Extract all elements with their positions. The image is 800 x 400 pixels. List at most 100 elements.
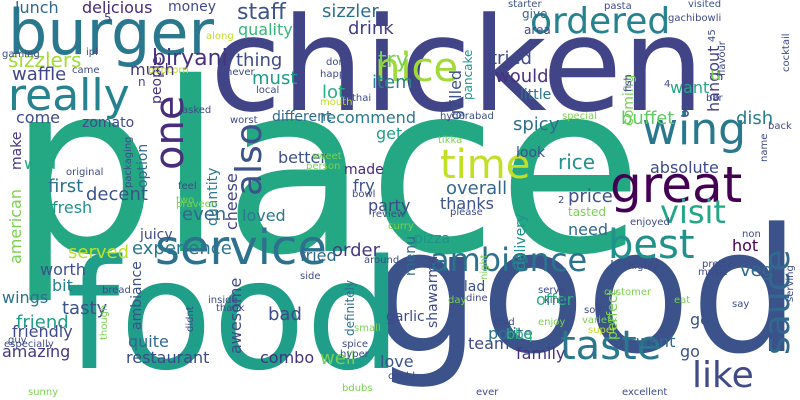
- word-come: come: [16, 108, 61, 127]
- word-fried: fried: [300, 246, 337, 265]
- word-bdubs: bdubs: [342, 383, 373, 394]
- word-please: please: [450, 207, 483, 218]
- word-didnt: didnt: [185, 306, 196, 332]
- word-name: name: [759, 133, 770, 162]
- word-amazing: amazing: [2, 342, 71, 361]
- word-guy: guy: [8, 335, 27, 346]
- word-ordered: ordered: [530, 1, 671, 42]
- word-cocktail: cocktail: [781, 33, 792, 72]
- word-side: side: [300, 271, 321, 282]
- word-came: came: [72, 65, 100, 76]
- word-sizzlers: sizzlers: [8, 48, 82, 72]
- word-well: well: [320, 348, 356, 369]
- word-nice: nice: [375, 45, 459, 91]
- word-two: two: [176, 195, 195, 206]
- word-party: party: [368, 196, 411, 215]
- word-chicken: chicken: [210, 0, 705, 141]
- word-went: went: [636, 332, 676, 351]
- word-praveen: praveen: [176, 199, 218, 210]
- word-first: first: [48, 176, 84, 197]
- word-highly: highly: [628, 261, 659, 272]
- word-original: original: [66, 167, 104, 178]
- word-juicy: juicy: [140, 227, 173, 243]
- word-people: people: [149, 56, 165, 104]
- word-friendly: friendly: [12, 322, 73, 341]
- word-tried: tried: [490, 48, 532, 69]
- word-make: make: [9, 131, 25, 170]
- word-little: little: [520, 87, 552, 103]
- word-especially: especially: [4, 339, 54, 350]
- word-back: back: [768, 121, 792, 132]
- word-ambiance: ambiance: [129, 261, 145, 330]
- word-pancake: pancake: [461, 49, 475, 100]
- word-awesome: awesome: [226, 277, 245, 354]
- word-mouth: mouth: [320, 97, 353, 108]
- word-place: place: [8, 32, 643, 307]
- word-zomato: zomato: [82, 115, 135, 131]
- word-good: good: [371, 191, 800, 392]
- word-feel: feel: [178, 181, 197, 192]
- word-worst: worst: [230, 115, 258, 126]
- word-team: team: [468, 334, 510, 353]
- word-garlic: garlic: [386, 309, 425, 325]
- word-menu: menu: [403, 236, 419, 276]
- word-review: review: [372, 209, 406, 220]
- word-gaming: gaming: [2, 49, 40, 60]
- word-wild: wild: [24, 154, 57, 173]
- word-must: must: [252, 68, 298, 89]
- word-taste: taste: [560, 323, 662, 369]
- word-gachibowli: gachibowli: [668, 13, 722, 24]
- word-ipl: ipl: [86, 47, 98, 58]
- word-worth: worth: [40, 260, 86, 279]
- word-like: like: [692, 355, 754, 396]
- word-popcorn: popcorn: [148, 65, 189, 76]
- word-best: best: [608, 222, 695, 268]
- word-friend: friend: [16, 312, 69, 333]
- word-waffle: waffle: [12, 64, 67, 85]
- word-serve: serve: [538, 285, 566, 296]
- word-offer: offer: [536, 290, 574, 309]
- word-bbq: bbq: [506, 327, 533, 343]
- word-dine: dine: [466, 293, 488, 304]
- word-asked: asked: [182, 105, 212, 116]
- word-veg: veg: [740, 260, 774, 281]
- word-4: 4: [664, 79, 671, 90]
- word-quite: quite: [128, 332, 169, 351]
- word-special: special: [562, 111, 597, 122]
- word-better: better: [278, 148, 327, 167]
- word-person: person: [306, 161, 341, 172]
- word-experience: experience: [132, 238, 232, 259]
- word-u: u: [710, 64, 722, 85]
- word-fish: fish: [623, 74, 634, 92]
- word-fresh: fresh: [52, 198, 93, 217]
- word-burger: burger: [8, 0, 215, 69]
- word-thai: thai: [352, 93, 372, 104]
- word-sizzler: sizzler: [322, 1, 379, 22]
- word-quantity: quantity: [205, 167, 221, 226]
- word-sunny: sunny: [28, 387, 59, 398]
- word-give: give: [522, 7, 548, 21]
- word-packaging: packaging: [123, 136, 134, 188]
- word-enjoyed: enjoyed: [630, 217, 670, 228]
- word-want: want: [670, 78, 710, 97]
- word-order: order: [332, 240, 380, 261]
- word-item: item: [372, 72, 413, 93]
- word-quality: quality: [238, 20, 293, 39]
- word-option: option: [135, 143, 151, 188]
- word-visited: visited: [688, 0, 722, 10]
- word-salad: salad: [448, 279, 486, 295]
- word-visit: visit: [660, 193, 726, 231]
- word-never: never: [226, 67, 255, 78]
- word-would: would: [495, 66, 549, 87]
- word-different: different: [272, 109, 332, 125]
- word-really: really: [8, 70, 130, 121]
- word-bit: bit: [52, 276, 73, 295]
- word-pretty: pretty: [702, 259, 733, 270]
- word-staff: staff: [237, 0, 286, 25]
- word-ambience: ambience: [430, 241, 588, 279]
- word-n: n: [138, 75, 146, 89]
- word-bowl: bowl: [352, 189, 376, 200]
- word-bad: bad: [268, 304, 302, 325]
- word-serving: serving: [785, 265, 796, 302]
